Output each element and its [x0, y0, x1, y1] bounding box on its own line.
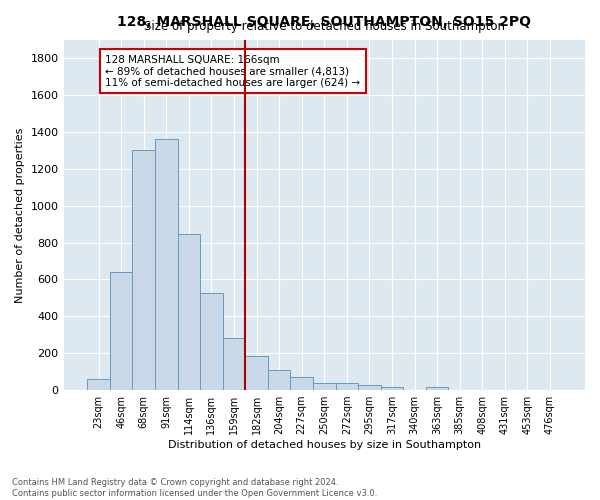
Text: 128 MARSHALL SQUARE: 166sqm
← 89% of detached houses are smaller (4,813)
11% of : 128 MARSHALL SQUARE: 166sqm ← 89% of det… — [106, 54, 361, 88]
Bar — [381, 387, 403, 390]
Bar — [313, 384, 335, 390]
Y-axis label: Number of detached properties: Number of detached properties — [15, 128, 25, 302]
X-axis label: Distribution of detached houses by size in Southampton: Distribution of detached houses by size … — [168, 440, 481, 450]
Text: Contains HM Land Registry data © Crown copyright and database right 2024.
Contai: Contains HM Land Registry data © Crown c… — [12, 478, 377, 498]
Bar — [268, 370, 290, 390]
Title: 128, MARSHALL SQUARE, SOUTHAMPTON, SO15 2PQ: 128, MARSHALL SQUARE, SOUTHAMPTON, SO15 … — [117, 15, 531, 29]
Bar — [178, 234, 200, 390]
Bar — [133, 150, 155, 390]
Bar — [155, 140, 178, 390]
Bar — [358, 386, 381, 390]
Text: Size of property relative to detached houses in Southampton: Size of property relative to detached ho… — [144, 20, 505, 33]
Bar — [335, 384, 358, 390]
Bar — [87, 380, 110, 390]
Bar — [426, 387, 448, 390]
Bar — [200, 293, 223, 390]
Bar — [245, 356, 268, 390]
Bar — [290, 377, 313, 390]
Bar — [223, 338, 245, 390]
Bar — [110, 272, 133, 390]
